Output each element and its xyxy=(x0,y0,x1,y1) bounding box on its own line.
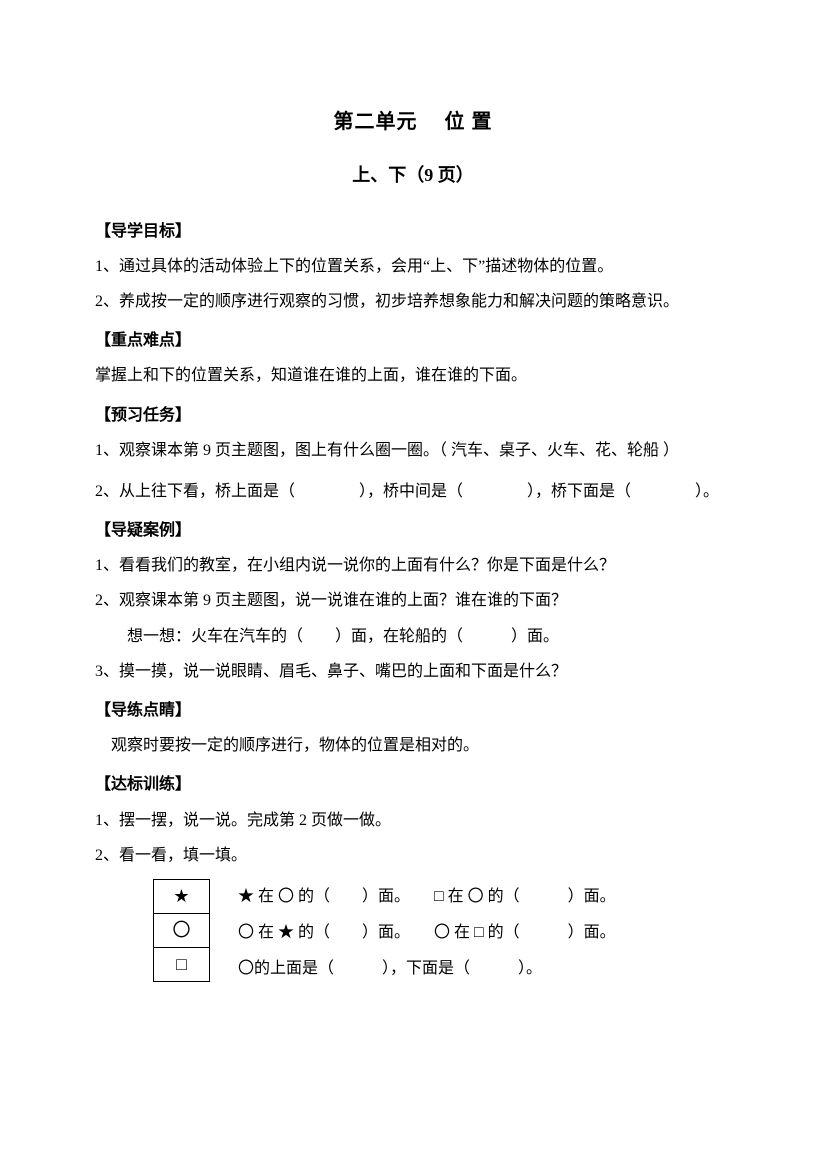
shape-cell-circle: 〇 xyxy=(154,913,210,947)
tips-heading: 【导练点睛】 xyxy=(95,693,731,728)
fill-line-1: ★ 在 〇 的（ ）面。 □ 在 〇 的（ ）面。 xyxy=(238,879,731,915)
cases-item-2-sub: 想一想：火车在汽车的（ ）面，在轮船的（ ）面。 xyxy=(95,619,731,654)
goal-item-2: 2、养成按一定的顺序进行观察的习惯，初步培养想象能力和解决问题的策略意识。 xyxy=(95,284,731,319)
preview-heading: 【预习任务】 xyxy=(95,398,731,433)
cases-heading: 【导疑案例】 xyxy=(95,513,731,548)
unit-title: 第二单元 位 置 xyxy=(95,100,731,144)
goal-item-1: 1、通过具体的活动体验上下的位置关系，会用“上、下”描述物体的位置。 xyxy=(95,249,731,284)
cases-item-1: 1、看看我们的教室，在小组内说一说你的上面有什么？你是下面是什么？ xyxy=(95,548,731,583)
practice-item-1: 1、摆一摆，说一说。完成第 2 页做一做。 xyxy=(95,803,731,838)
shape-cell-square: □ xyxy=(154,947,210,981)
keypoint-heading: 【重点难点】 xyxy=(95,323,731,358)
preview-item-2: 2、从上往下看，桥上面是（ ），桥中间是（ ），桥下面是（ ）。 xyxy=(95,474,731,509)
tips-text: 观察时要按一定的顺序进行，物体的位置是相对的。 xyxy=(95,728,731,763)
shape-table: ★ 〇 □ xyxy=(153,879,210,982)
shape-exercise: ★ 〇 □ ★ 在 〇 的（ ）面。 □ 在 〇 的（ ）面。 〇 在 ★ 的（… xyxy=(95,879,731,987)
fill-line-3: 〇的上面是（ ），下面是（ ）。 xyxy=(238,951,731,987)
practice-heading: 【达标训练】 xyxy=(95,767,731,802)
fill-line-2: 〇 在 ★ 的（ ）面。 〇 在 □ 的（ ）面。 xyxy=(238,915,731,951)
goal-heading: 【导学目标】 xyxy=(95,214,731,249)
cases-item-3: 3、摸一摸，说一说眼睛、眉毛、鼻子、嘴巴的上面和下面是什么？ xyxy=(95,654,731,689)
keypoint-text: 掌握上和下的位置关系，知道谁在谁的上面，谁在谁的下面。 xyxy=(95,358,731,393)
fill-lines: ★ 在 〇 的（ ）面。 □ 在 〇 的（ ）面。 〇 在 ★ 的（ ）面。 〇… xyxy=(238,879,731,987)
preview-item-1: 1、观察课本第 9 页主题图，图上有什么圈一圈。（ 汽车、桌子、火车、花、轮船 … xyxy=(95,433,731,468)
cases-item-2: 2、观察课本第 9 页主题图，说一说谁在谁的上面？谁在谁的下面？ xyxy=(95,583,731,618)
lesson-title: 上、下（9 页） xyxy=(95,156,731,196)
shape-cell-star: ★ xyxy=(154,879,210,913)
practice-item-2: 2、看一看，填一填。 xyxy=(95,838,731,873)
